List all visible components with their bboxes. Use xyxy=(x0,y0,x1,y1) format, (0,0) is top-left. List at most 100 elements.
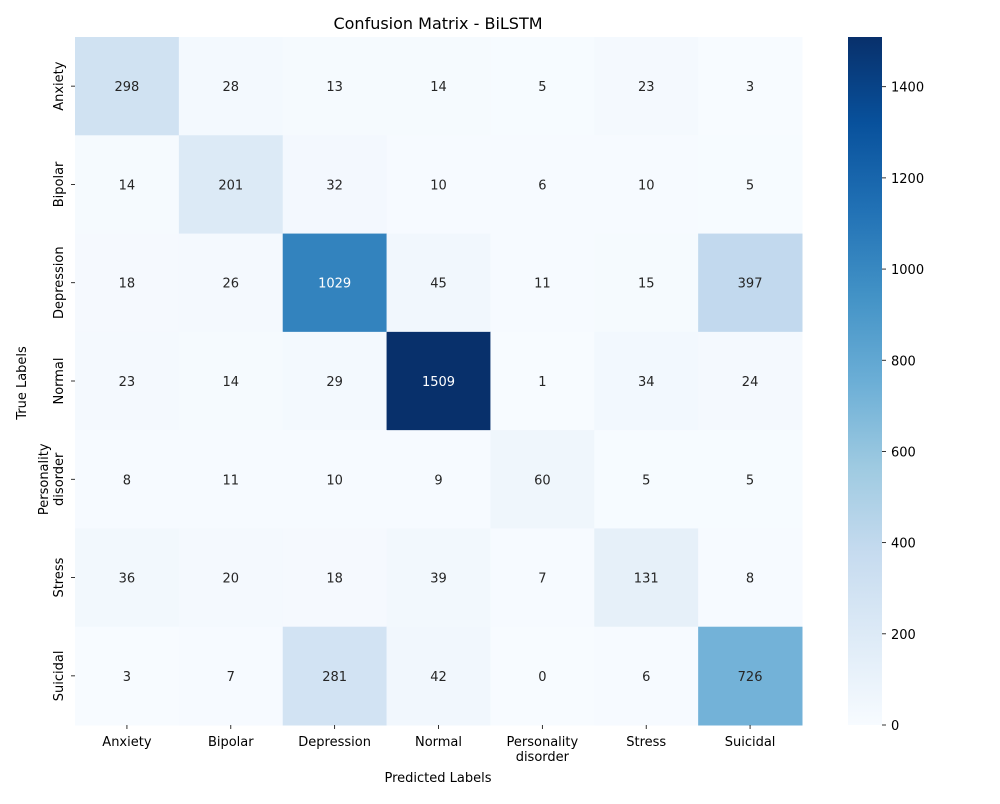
y-tick-label-text: Normal xyxy=(52,357,67,404)
cell-value-label: 6 xyxy=(538,178,546,193)
x-tick-label: Suicidal xyxy=(725,735,776,750)
x-tick-label: Bipolar xyxy=(208,735,254,750)
cell-value-label: 1509 xyxy=(422,375,455,390)
heatmap-cell xyxy=(698,430,803,529)
heatmap-cell xyxy=(282,331,388,431)
cell-value-label: 24 xyxy=(742,375,759,390)
cell-value-label: 18 xyxy=(119,277,136,292)
heatmap-cell xyxy=(698,331,803,431)
y-tick-label-text: Suicidal xyxy=(52,651,67,702)
heatmap-cell xyxy=(282,430,388,529)
cell-value-label: 7 xyxy=(227,670,235,685)
colorbar-tick-label: 0 xyxy=(891,719,899,734)
cell-value-label: 14 xyxy=(430,80,447,95)
y-tick-label: Depression xyxy=(52,246,67,319)
cell-value-label: 1029 xyxy=(318,277,351,292)
colorbar-tick-label: 200 xyxy=(891,628,916,643)
cell-value-label: 726 xyxy=(738,670,763,685)
cell-value-label: 11 xyxy=(534,277,551,292)
colorbar-gradient xyxy=(848,37,882,725)
heatmap-cell xyxy=(178,233,284,333)
heatmap-cell xyxy=(178,626,284,726)
cell-value-label: 29 xyxy=(326,375,343,390)
cell-value-label: 7 xyxy=(538,572,546,587)
heatmap-cell xyxy=(594,135,699,235)
cell-value-label: 23 xyxy=(638,80,655,95)
colorbar-tick-label: 1400 xyxy=(891,81,924,96)
heatmap-cell xyxy=(282,626,388,726)
heatmap-cell xyxy=(386,135,491,235)
heatmap-cell xyxy=(178,331,284,431)
cell-value-label: 10 xyxy=(638,178,655,193)
cell-value-label: 20 xyxy=(223,572,240,587)
heatmap-cell xyxy=(386,331,491,431)
colorbar-tick-label: 1200 xyxy=(891,172,924,187)
cell-value-label: 45 xyxy=(430,277,447,292)
heatmap-cell xyxy=(75,135,180,235)
y-tick-label-text: Anxiety xyxy=(52,61,67,111)
heatmap-cell xyxy=(594,528,699,628)
cell-value-label: 28 xyxy=(223,80,240,95)
heatmap-cell xyxy=(282,233,388,333)
heatmap-cell xyxy=(386,430,491,529)
heatmap-cell xyxy=(178,430,284,529)
heatmap-cell xyxy=(75,626,180,726)
heatmap-cell xyxy=(386,37,491,136)
cell-value-label: 15 xyxy=(638,277,655,292)
cell-value-label: 5 xyxy=(746,178,754,193)
heatmap-cell xyxy=(75,331,180,431)
colorbar-tick-label: 400 xyxy=(891,537,916,552)
heatmap-cell xyxy=(75,528,180,628)
y-tick-label: Suicidal xyxy=(52,651,67,702)
heatmap-cell xyxy=(178,135,284,235)
heatmap-cell xyxy=(282,135,388,235)
heatmap-cell xyxy=(490,528,595,628)
heatmap-cells: 298 28 13 14 5 23 314 201 32 10 6 10 518 26 1029 45 11 15… xyxy=(75,37,803,726)
y-tick-label: Stress xyxy=(52,557,67,597)
cell-value-label: 8 xyxy=(123,473,131,488)
x-tick-label: Normal xyxy=(415,735,462,750)
x-tick-label: Personality disorder xyxy=(507,735,579,765)
cell-value-label: 131 xyxy=(634,572,659,587)
cell-value-label: 5 xyxy=(642,473,650,488)
heatmap-cell xyxy=(490,430,595,529)
cell-value-label: 3 xyxy=(123,670,131,685)
cell-value-label: 0 xyxy=(538,670,546,685)
heatmap-cell xyxy=(282,37,388,136)
x-tick-label: Anxiety xyxy=(102,735,152,750)
cell-value-label: 14 xyxy=(119,178,136,193)
heatmap-cell xyxy=(698,37,803,136)
cell-value-label: 3 xyxy=(746,80,754,95)
cell-value-label: 14 xyxy=(223,375,240,390)
heatmap-cell xyxy=(490,135,595,235)
y-tick-label: Bipolar xyxy=(52,161,67,207)
y-axis-ticks: Anxiety Bipolar Depression Normal Personalit… xyxy=(37,61,75,701)
colorbar-tick-label: 1000 xyxy=(891,263,924,278)
cell-value-label: 201 xyxy=(218,178,243,193)
heatmap-cell xyxy=(594,37,699,136)
heatmap-cell xyxy=(490,233,595,333)
cell-value-label: 23 xyxy=(119,375,136,390)
heatmap-cell xyxy=(594,331,699,431)
chart-title: Confusion Matrix - BiLSTM xyxy=(333,14,542,33)
cell-value-label: 397 xyxy=(738,277,763,292)
cell-value-label: 26 xyxy=(223,277,240,292)
cell-value-label: 36 xyxy=(119,572,136,587)
heatmap-cell xyxy=(75,233,180,333)
cell-value-label: 6 xyxy=(642,670,650,685)
y-tick-label-text: Bipolar xyxy=(52,161,67,207)
y-axis-label: True Labels xyxy=(15,346,30,421)
heatmap-cell xyxy=(698,626,803,726)
cell-value-label: 42 xyxy=(430,670,447,685)
cell-value-label: 10 xyxy=(326,473,343,488)
heatmap-cell xyxy=(386,528,491,628)
colorbar: 0 200 400 600 800 1000 1200 1400 xyxy=(848,37,924,734)
cell-value-label: 13 xyxy=(326,80,343,95)
cell-value-label: 39 xyxy=(430,572,447,587)
cell-value-label: 9 xyxy=(434,473,442,488)
heatmap-cell xyxy=(698,528,803,628)
y-tick-label: Normal xyxy=(52,357,67,404)
heatmap-cell xyxy=(594,430,699,529)
